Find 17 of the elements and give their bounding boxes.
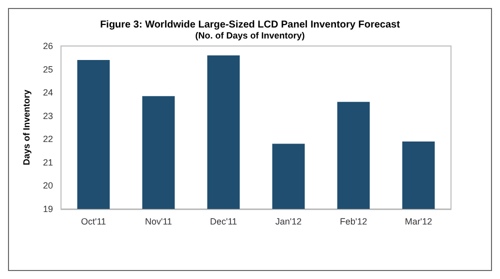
chart-subtitle: (No. of Days of Inventory) bbox=[195, 30, 305, 40]
x-tick-label: Mar'12 bbox=[404, 216, 432, 226]
x-tick-label: Feb'12 bbox=[340, 216, 368, 226]
y-tick-label: 24 bbox=[42, 88, 53, 98]
x-tick-label: Jan'12 bbox=[275, 216, 302, 226]
chart-title: Figure 3: Worldwide Large-Sized LCD Panel Inventory Forecast bbox=[100, 20, 401, 30]
y-tick-label: 23 bbox=[42, 110, 53, 121]
x-tick-label: Oct'11 bbox=[80, 216, 106, 226]
y-tick-label: 19 bbox=[42, 204, 53, 214]
x-tick-label: Nov'11 bbox=[144, 216, 172, 226]
y-axis-title: Days of Inventory bbox=[22, 90, 32, 166]
y-tick-label: 26 bbox=[42, 41, 53, 51]
y-tick-label: 21 bbox=[42, 157, 53, 168]
x-tick-label: Dec'11 bbox=[210, 216, 238, 226]
y-tick-label: 22 bbox=[42, 134, 53, 144]
y-tick-label: 20 bbox=[42, 180, 53, 191]
y-tick-label: 25 bbox=[42, 64, 53, 74]
